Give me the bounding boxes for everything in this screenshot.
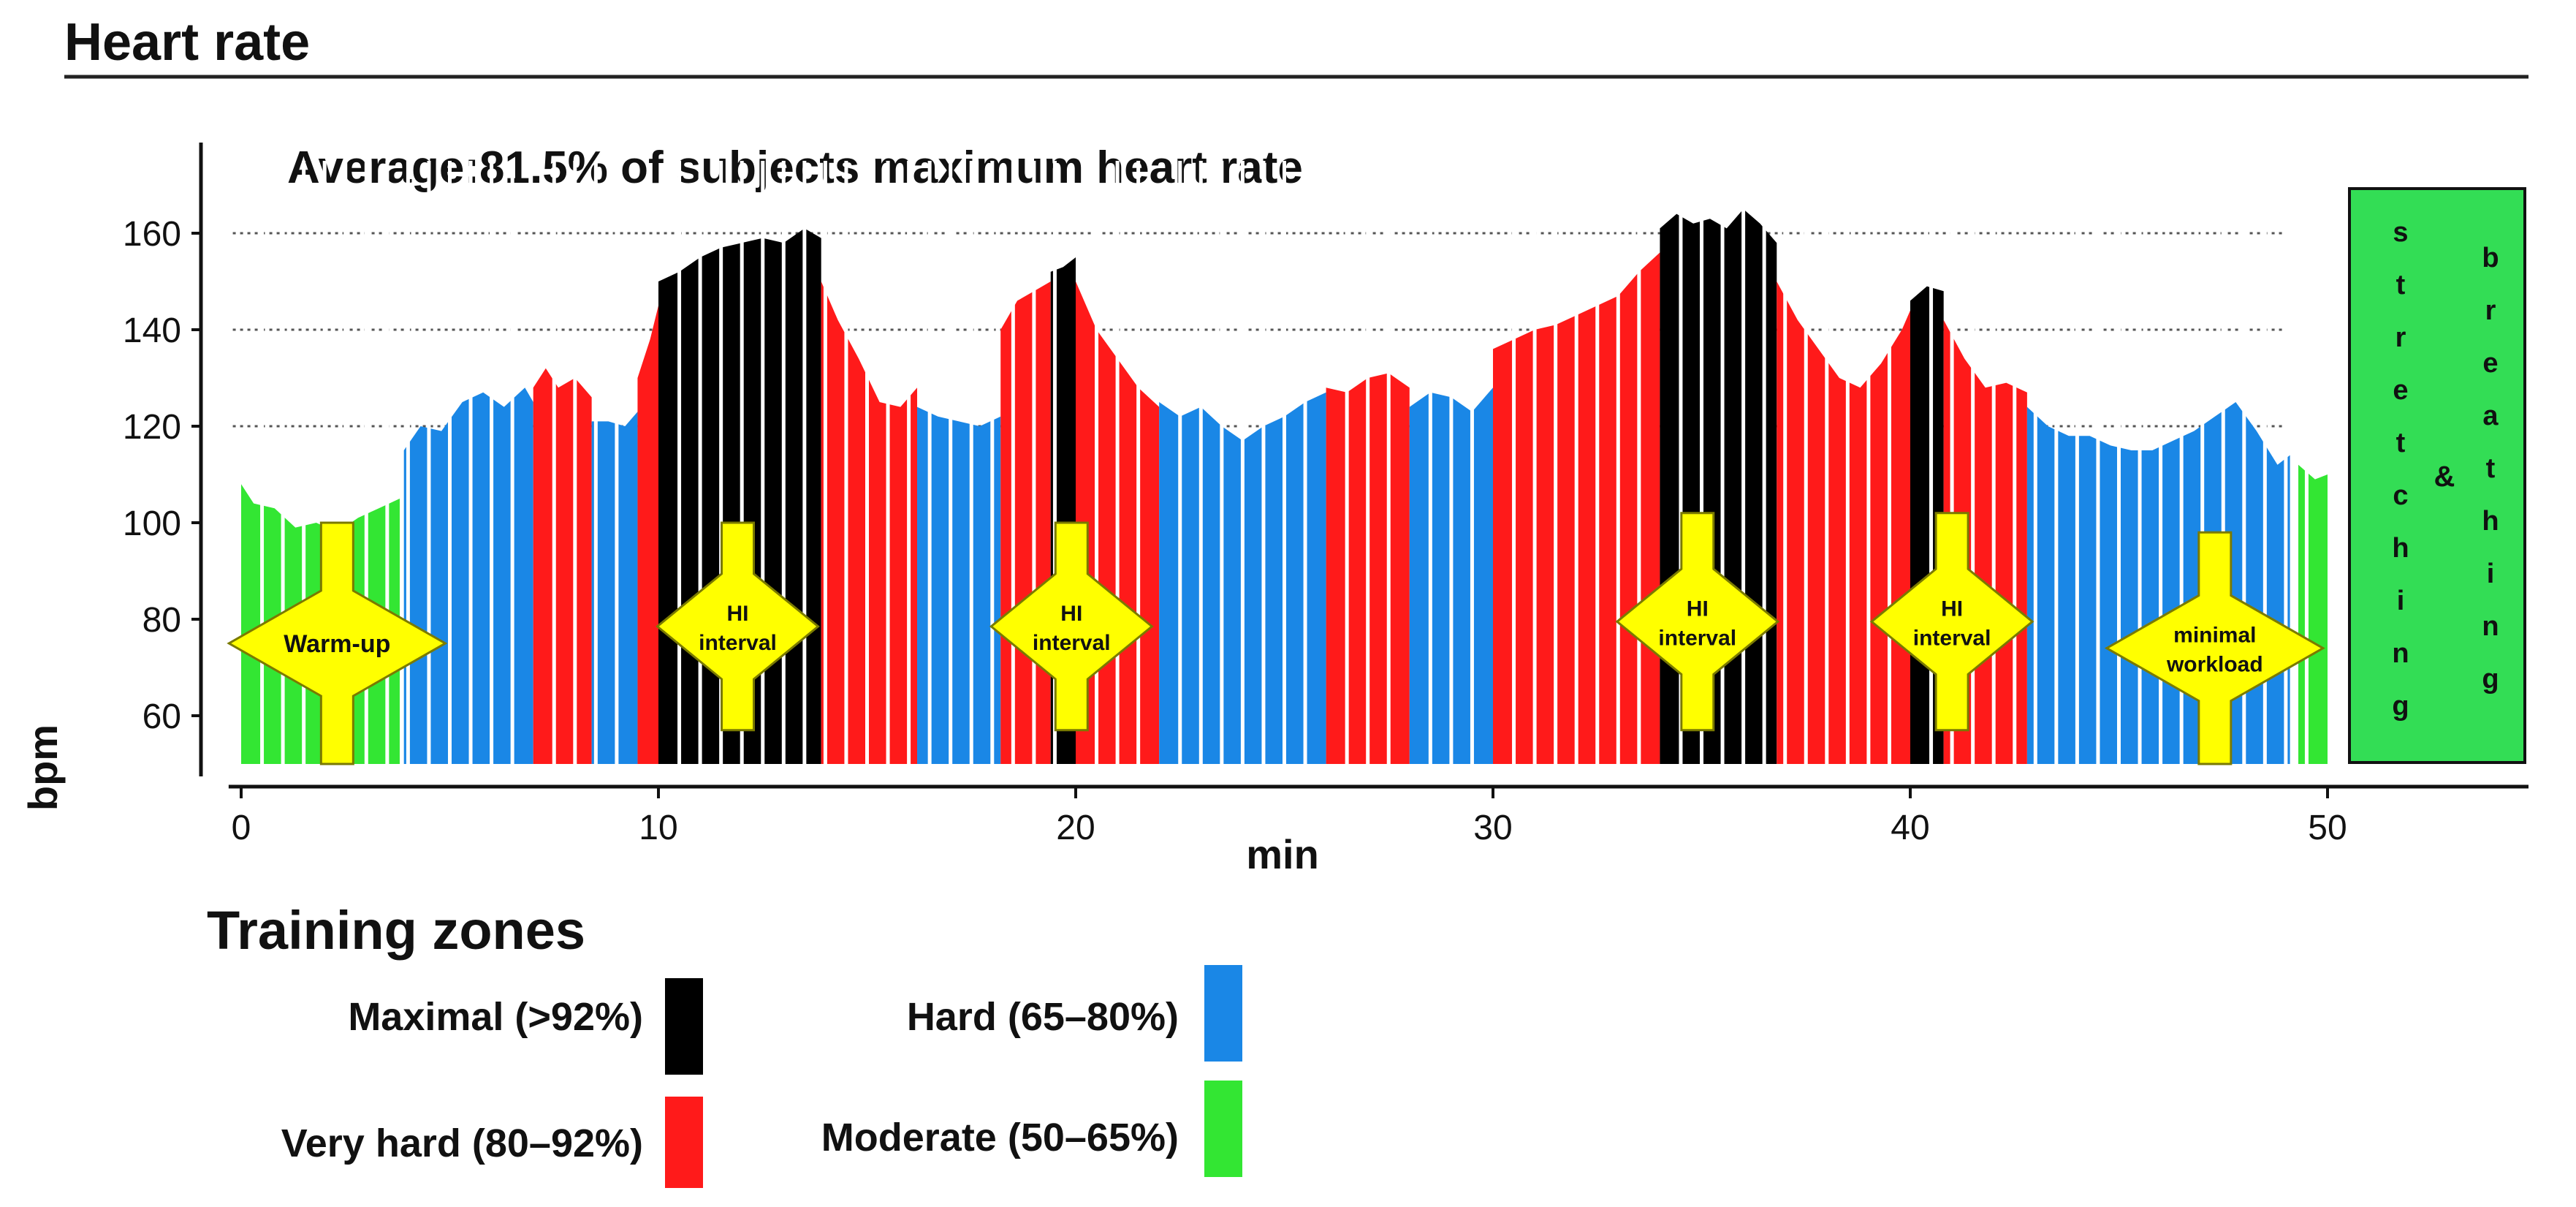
- y-axis-label: bpm: [20, 724, 66, 811]
- area-very_hard-2: [533, 368, 592, 764]
- area-very_hard-16: [1777, 281, 1910, 764]
- area-hard-1: [403, 387, 533, 764]
- arrow-shape: [656, 521, 820, 732]
- area-hard-3: [591, 412, 638, 764]
- series-hard: [1409, 161, 1493, 764]
- area-maximal-15: [1660, 209, 1777, 764]
- arrow-label: workload: [2166, 653, 2263, 677]
- arrow-label: HI: [726, 602, 748, 626]
- series-hard: [917, 161, 1001, 764]
- legend-label-moderate: Moderate (50–65%): [821, 1116, 1179, 1159]
- x-axis-label: min: [1246, 831, 1319, 877]
- x-tick-label: 10: [639, 809, 677, 847]
- y-tick-label: 120: [123, 408, 181, 447]
- series-very_hard: [1777, 161, 1910, 764]
- arrow-label: interval: [1033, 631, 1111, 655]
- arrow-label: Warm-up: [284, 630, 390, 658]
- side-box-letter: c: [2393, 480, 2408, 511]
- axes: 60 80 100 120 140 160 0 10 20 30 40 50: [123, 143, 2528, 847]
- series-maximal: [1660, 161, 1777, 764]
- legend-swatch-maximal: [665, 978, 703, 1075]
- side-box-letter: s: [2393, 217, 2408, 248]
- side-box-letter: t: [2396, 428, 2406, 458]
- side-box-letter: t: [2486, 453, 2496, 484]
- area-hard-19: [2026, 402, 2290, 764]
- series-very_hard: [637, 306, 658, 764]
- side-box-letter: r: [2485, 295, 2496, 326]
- arrow-label: interval: [699, 631, 777, 655]
- area-moderate-20: [2298, 464, 2328, 764]
- arrow-label: minimal: [2173, 624, 2256, 648]
- arrow-shape: [1869, 512, 2034, 732]
- legend-swatch-very-hard: [665, 1097, 703, 1188]
- arrow-label: HI: [1687, 597, 1709, 621]
- series-hard: [403, 161, 533, 764]
- area-very_hard-6: [821, 281, 918, 764]
- series-moderate: [2298, 161, 2328, 764]
- area-hard-7: [917, 406, 1001, 764]
- arrow-label: HI: [1941, 597, 1963, 621]
- side-box-letter: b: [2482, 243, 2499, 273]
- chart-title: Heart rate: [64, 13, 310, 72]
- arrow-annotation: minimal workload: [2104, 531, 2325, 765]
- side-box-letter: h: [2392, 533, 2409, 564]
- legend-swatch-hard: [1204, 965, 1242, 1062]
- side-box-letter: g: [2482, 664, 2499, 695]
- y-tick-label: 80: [143, 601, 181, 640]
- y-tick-label: 140: [123, 311, 181, 350]
- side-box-letter: i: [2397, 586, 2405, 616]
- legend-title: Training zones: [207, 900, 586, 961]
- side-box-rect: [2348, 187, 2526, 764]
- x-tick-label: 0: [232, 809, 251, 847]
- side-box-letter: i: [2487, 559, 2495, 589]
- series-very_hard: [1493, 161, 1660, 764]
- side-box-letter: e: [2482, 348, 2498, 379]
- arrow-annotation: HI interval: [656, 521, 820, 732]
- series-very_hard: [1000, 161, 1051, 764]
- y-tick-label: 160: [123, 215, 181, 254]
- arrow-annotation: HI interval: [989, 521, 1154, 732]
- arrow-label: HI: [1060, 602, 1082, 626]
- legend-label-maximal: Maximal (>92%): [348, 995, 643, 1039]
- series-hard: [591, 161, 638, 764]
- side-box-letter: g: [2392, 691, 2409, 722]
- side-box-letter: t: [2396, 270, 2406, 300]
- side-box-connector: &: [2434, 461, 2455, 493]
- series-very_hard: [533, 161, 592, 764]
- arrow-label: interval: [1913, 626, 1991, 650]
- y-tick-label: 100: [123, 504, 181, 543]
- series-very_hard: [1326, 161, 1410, 764]
- legend-swatch-moderate: [1204, 1081, 1242, 1177]
- legend-label-very-hard: Very hard (80–92%): [281, 1121, 643, 1165]
- series-very_hard: [821, 161, 918, 764]
- x-tick-label: 40: [1891, 809, 1929, 847]
- x-tick-label: 20: [1056, 809, 1095, 847]
- arrow-annotation: HI interval: [1615, 512, 1780, 732]
- x-tick-label: 50: [2308, 809, 2347, 847]
- arrow-shape: [2104, 531, 2325, 765]
- side-box-letter: e: [2393, 375, 2408, 406]
- area-very_hard-8: [1000, 281, 1051, 764]
- side-box-letter: a: [2482, 401, 2499, 431]
- arrow-shape: [1615, 512, 1780, 732]
- series-hard: [1159, 161, 1326, 764]
- side-box-letter: h: [2482, 506, 2499, 537]
- side-box-letter: n: [2482, 611, 2499, 642]
- arrow-shape: [989, 521, 1154, 732]
- arrow-shape: [227, 521, 448, 765]
- heart-rate-series: [241, 161, 2328, 765]
- side-box-letter: n: [2392, 638, 2409, 669]
- side-box-letter: r: [2395, 322, 2406, 353]
- arrow-annotation: Warm-up: [227, 521, 448, 765]
- legend-label-hard: Hard (65–80%): [906, 995, 1179, 1039]
- area-very_hard-4: [637, 306, 658, 764]
- arrow-label: interval: [1658, 626, 1736, 650]
- arrow-annotation: HI interval: [1869, 512, 2034, 732]
- chart-subtitle: Average:81.5% of subjects maximum heart …: [287, 143, 1303, 193]
- y-tick-label: 60: [143, 697, 181, 736]
- phase-annotations: Warm-up HI interval HI interval HI interval HI i…: [227, 512, 2325, 765]
- x-tick-label: 30: [1473, 809, 1512, 847]
